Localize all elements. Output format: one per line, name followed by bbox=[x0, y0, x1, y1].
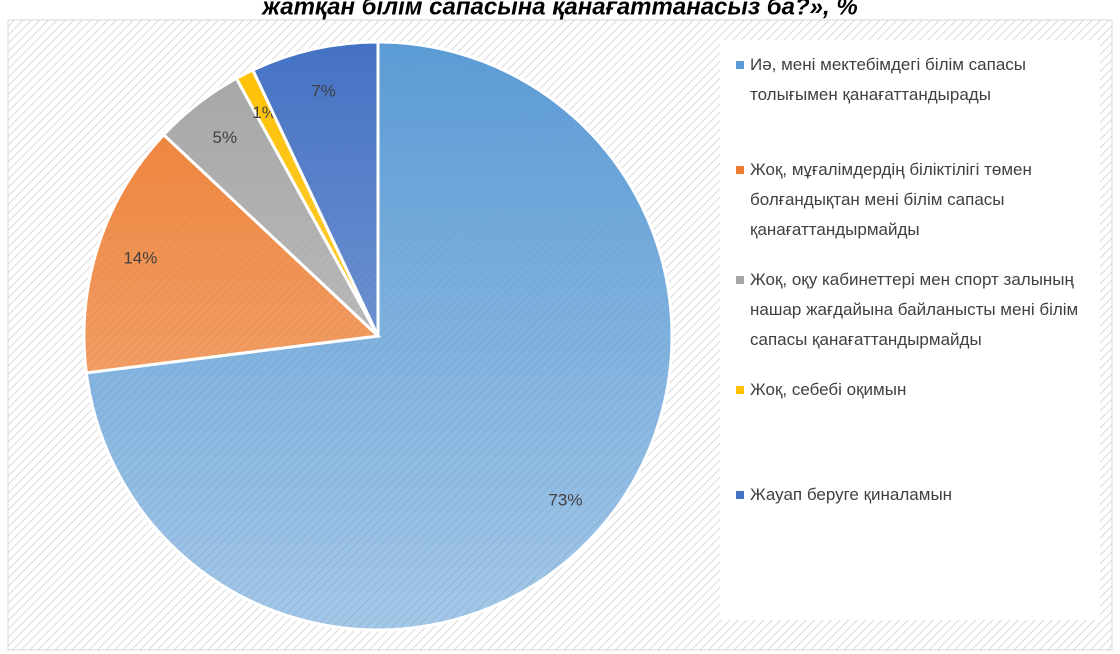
data-label: 73% bbox=[548, 491, 582, 510]
legend-swatch bbox=[736, 276, 744, 284]
chart-title: жатқан білім сапасына қанағаттанасыз ба?… bbox=[260, 0, 857, 20]
data-label: 7% bbox=[311, 82, 336, 101]
legend-label: Жоқ, оқу кабинеттері мен спорт залының н… bbox=[750, 270, 1079, 349]
legend-swatch bbox=[736, 386, 744, 394]
legend-entry: Жоқ, себебі оқимын bbox=[736, 375, 1090, 405]
data-label: 14% bbox=[123, 248, 157, 267]
legend-entry: Жоқ, оқу кабинеттері мен спорт залының н… bbox=[736, 265, 1090, 355]
legend-label: Жауап беруге қиналамын bbox=[750, 485, 953, 504]
legend-label: Иә, мені мектебімдегі білім сапасы толығ… bbox=[750, 55, 1027, 104]
legend-swatch bbox=[736, 61, 744, 69]
legend-swatch bbox=[736, 166, 744, 174]
pie-slice bbox=[82, 132, 382, 375]
legend-entry: Иә, мені мектебімдегі білім сапасы толығ… bbox=[736, 50, 1090, 110]
legend-swatch bbox=[736, 491, 744, 499]
pie-slice bbox=[250, 40, 380, 337]
legend-label: Жоқ, себебі оқимын bbox=[750, 380, 907, 399]
data-label: 5% bbox=[213, 128, 238, 147]
legend-entry: Жауап беруге қиналамын bbox=[736, 480, 1090, 510]
legend: Иә, мені мектебімдегі білім сапасы толығ… bbox=[720, 40, 1100, 620]
legend-label: Жоқ, мұғалімдердің біліктілігі төмен бол… bbox=[750, 160, 1032, 239]
legend-entry: Жоқ, мұғалімдердің біліктілігі төмен бол… bbox=[736, 155, 1090, 245]
